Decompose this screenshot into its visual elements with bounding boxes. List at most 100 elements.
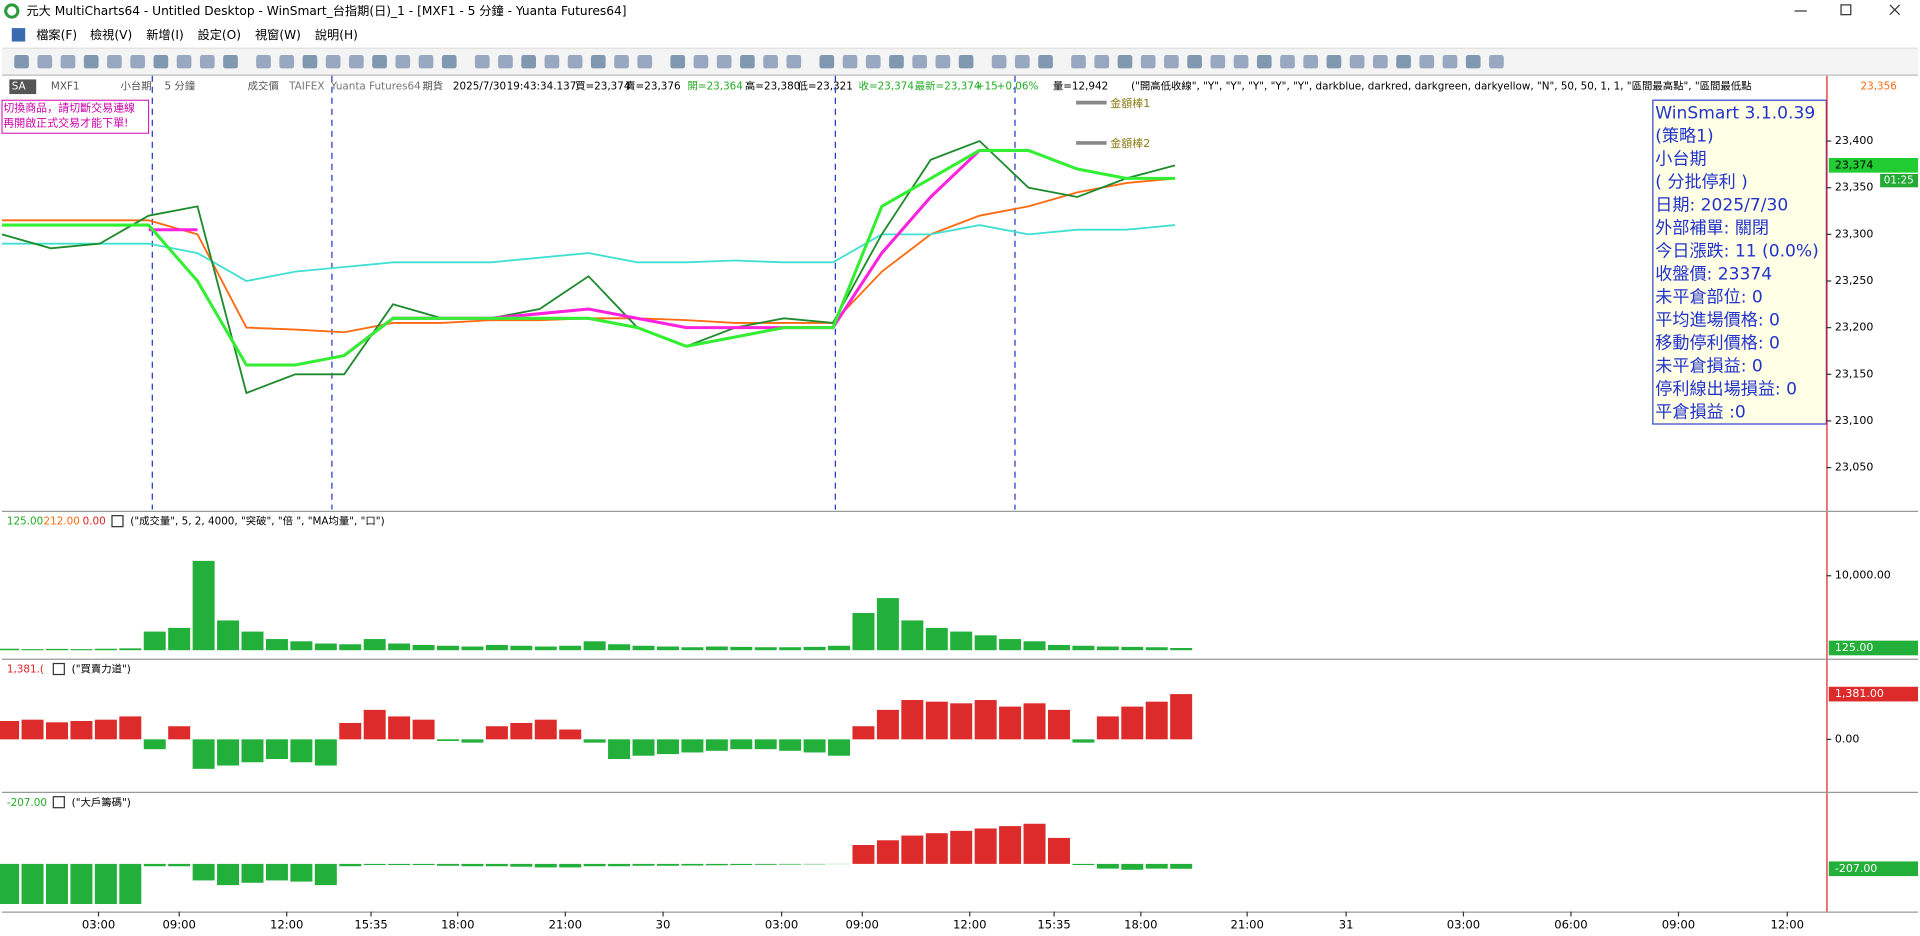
toolbar-button[interactable] [1014, 54, 1030, 69]
toolbar-button[interactable] [325, 54, 341, 69]
toolbar-button[interactable] [153, 54, 169, 69]
toolbar-button[interactable] [1396, 54, 1411, 69]
x-tick-label: 18:00 [441, 918, 474, 932]
toolbar-button[interactable] [1373, 54, 1388, 69]
bar [901, 700, 924, 740]
toolbar-button[interactable] [176, 54, 192, 69]
bar [1047, 645, 1070, 651]
toolbar-button[interactable] [1140, 54, 1156, 69]
toolbar-button[interactable] [1256, 54, 1272, 69]
bar [192, 560, 215, 651]
toolbar-button[interactable] [1349, 54, 1365, 69]
toolbar-button[interactable] [637, 54, 653, 69]
toolbar-button[interactable] [991, 54, 1007, 69]
menu-item[interactable]: 檔案(F) [36, 27, 77, 42]
toolbar-button[interactable] [740, 54, 755, 69]
menu-item[interactable]: 新增(I) [146, 27, 184, 42]
bar [94, 648, 117, 651]
menu-item[interactable]: 說明(H) [315, 27, 358, 42]
toolbar-button[interactable] [223, 54, 238, 69]
toolbar-button[interactable] [1442, 54, 1458, 69]
toolbar-button[interactable] [1419, 54, 1435, 69]
toolbar-button[interactable] [1164, 54, 1179, 69]
bar [461, 646, 484, 651]
maximize[interactable] [1840, 4, 1852, 16]
toolbar-button[interactable] [83, 54, 99, 69]
toolbar-button[interactable] [716, 54, 732, 69]
toolbar-button[interactable] [1094, 54, 1110, 69]
toolbar-button[interactable] [474, 54, 490, 69]
toolbar-button[interactable] [1117, 54, 1133, 69]
toolbar-button[interactable] [1187, 54, 1202, 69]
toolbar-button[interactable] [786, 54, 802, 69]
menu-item[interactable]: 視窗(W) [255, 27, 301, 42]
toolbar-button[interactable] [498, 54, 513, 69]
toolbar-button[interactable] [1326, 54, 1342, 69]
toolbar-button[interactable] [763, 54, 778, 69]
toolbar-button[interactable] [279, 54, 295, 69]
toolbar-button[interactable] [567, 54, 583, 69]
bar [0, 648, 20, 651]
toolbar-button[interactable] [60, 54, 76, 69]
toolbar-button[interactable] [521, 54, 536, 69]
toolbar-button[interactable] [819, 54, 835, 69]
toolbar-button[interactable] [693, 54, 709, 69]
toolbar-button[interactable] [372, 54, 387, 69]
toolbar-button[interactable] [256, 54, 271, 69]
bar [45, 863, 68, 905]
toolbar-button[interactable] [614, 54, 629, 69]
bar [461, 863, 484, 867]
bar [559, 645, 582, 651]
symbol-tag [9, 79, 37, 95]
toolbar-button[interactable] [302, 54, 318, 69]
bar [656, 739, 679, 755]
bar [241, 631, 264, 651]
status-text: 開=23,364 [688, 81, 744, 93]
toolbar-button[interactable] [842, 54, 858, 69]
panel-value: 0.00 [83, 516, 106, 528]
toolbar-button[interactable] [107, 54, 122, 69]
toolbar-button[interactable] [37, 54, 53, 69]
toolbar-button[interactable] [544, 54, 560, 69]
toolbar-button[interactable] [199, 54, 215, 69]
toolbar-button[interactable] [1210, 54, 1226, 69]
toolbar-button[interactable] [1489, 54, 1504, 69]
toolbar-button[interactable] [912, 54, 928, 69]
bar [1072, 645, 1095, 651]
toolbar-button[interactable] [1303, 54, 1319, 69]
toolbar-button[interactable] [590, 54, 606, 69]
toolbar-button[interactable] [395, 54, 411, 69]
toolbar-button[interactable] [130, 54, 145, 69]
bar [608, 644, 631, 651]
toolbar-button[interactable] [935, 54, 951, 69]
toolbar-button[interactable] [1233, 54, 1249, 69]
toolbar-button[interactable] [889, 54, 904, 69]
toolbar-button[interactable] [958, 54, 974, 69]
bar [412, 645, 435, 651]
bar [534, 646, 557, 651]
toolbar-button[interactable] [14, 54, 29, 69]
toolbar-button[interactable] [670, 54, 686, 69]
toolbar-button[interactable] [418, 54, 434, 69]
bar [779, 647, 802, 651]
toolbar-button[interactable] [1038, 54, 1053, 69]
toolbar-button[interactable] [441, 54, 457, 69]
toolbar-button[interactable] [1280, 54, 1295, 69]
toolbar-button[interactable] [1071, 54, 1086, 69]
info-line: 小台期 [1655, 150, 1706, 170]
time-badge [1880, 173, 1918, 188]
close-button[interactable] [111, 515, 124, 528]
x-tick-label: 09:00 [162, 918, 195, 932]
menu-item[interactable]: 檢視(V) [90, 27, 132, 42]
close-button[interactable] [52, 796, 65, 809]
bar [192, 863, 215, 881]
toolbar-button[interactable] [349, 54, 364, 69]
close-button[interactable] [52, 662, 65, 676]
bar [559, 863, 582, 868]
close[interactable] [1889, 4, 1901, 16]
window-controls[interactable] [1794, 4, 1901, 16]
toolbar-button[interactable] [1465, 54, 1481, 69]
menu-item[interactable]: 設定(O) [198, 27, 242, 42]
info-box [1652, 99, 1827, 425]
toolbar-button[interactable] [865, 54, 881, 69]
